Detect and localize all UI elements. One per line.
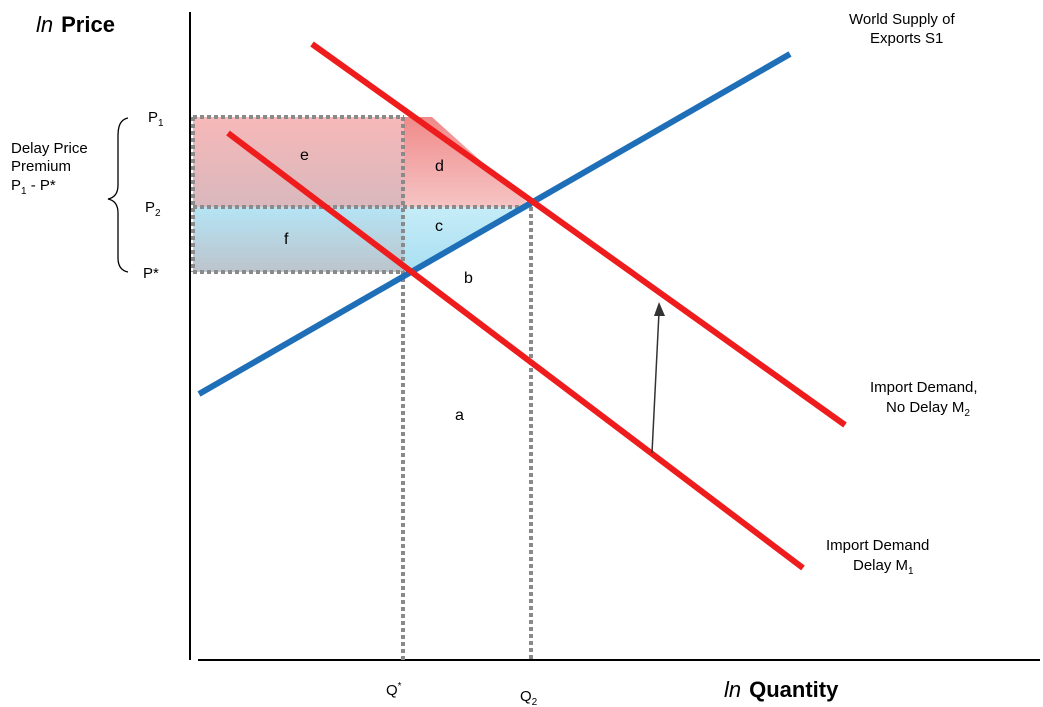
svg-text:Delay M1: Delay M1 <box>853 557 914 577</box>
tick-pstar: P* <box>143 265 159 282</box>
svg-text:World Supply of: World Supply of <box>849 11 955 28</box>
area-label-b: b <box>464 270 473 287</box>
tick-qstar: Q* <box>386 681 402 699</box>
x-axis-title: ln Quantity <box>724 677 839 702</box>
svg-text:Import Demand: Import Demand <box>826 537 929 554</box>
svg-text:No Delay M2: No Delay M2 <box>886 399 970 419</box>
shift-arrow <box>651 302 665 454</box>
supply-curve <box>197 51 792 397</box>
svg-text:P1 - P*: P1 - P* <box>11 177 56 197</box>
tick-q2: Q2 <box>520 688 538 707</box>
demand-delay-curve <box>226 130 805 571</box>
y-axis-title: ln Price <box>36 12 115 37</box>
svg-text:Delay Price: Delay Price <box>11 140 88 157</box>
area-label-d: d <box>435 158 444 175</box>
premium-brace <box>107 117 129 273</box>
area-e-fill <box>193 117 404 207</box>
area-d-fill <box>404 117 532 207</box>
reference-lines <box>191 115 533 662</box>
supply-label: World Supply of Exports S1 <box>849 11 955 47</box>
area-label-e: e <box>300 147 309 164</box>
demand-no-delay-label: Import Demand, No Delay M2 <box>870 379 978 419</box>
premium-label: Delay Price Premium P1 - P* <box>11 140 88 197</box>
tick-p1: P1 <box>148 109 164 129</box>
svg-text:Exports S1: Exports S1 <box>870 30 943 47</box>
area-label-a: a <box>455 407 464 424</box>
svg-text:Import Demand,: Import Demand, <box>870 379 978 396</box>
svg-text:Premium: Premium <box>11 158 71 175</box>
tick-p2: P2 <box>145 199 161 219</box>
area-label-f: f <box>284 231 289 248</box>
demand-no-delay-curve <box>310 41 847 428</box>
demand-delay-label: Import Demand Delay M1 <box>826 537 929 577</box>
area-label-c: c <box>435 218 443 235</box>
